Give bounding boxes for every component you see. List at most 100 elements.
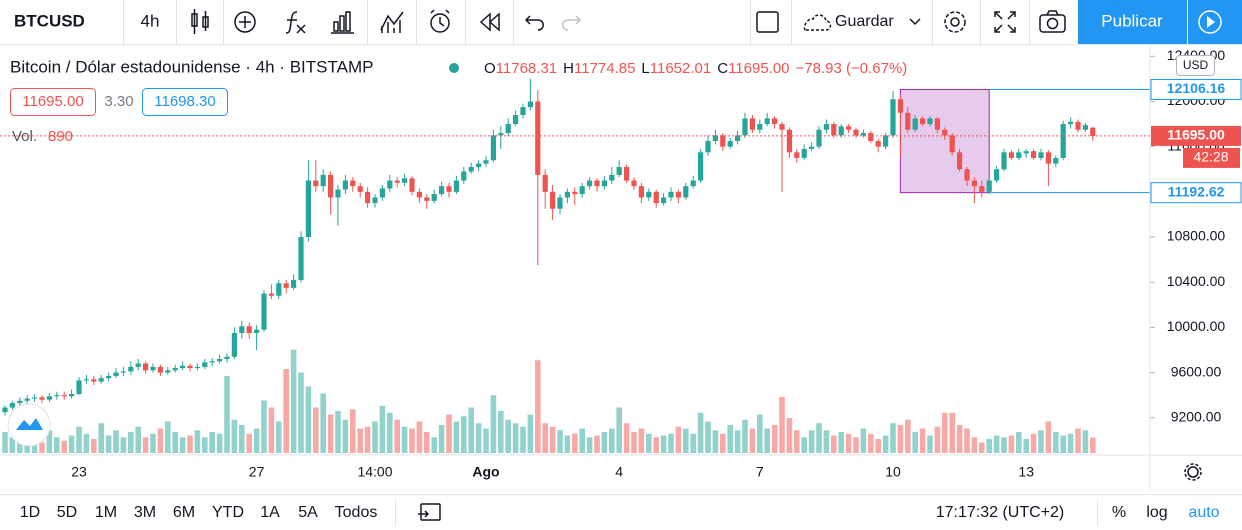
candle-body [335, 189, 341, 198]
candle-body [638, 186, 644, 198]
financials-icon[interactable] [380, 11, 404, 33]
candle-body [942, 129, 948, 136]
scale-option[interactable]: auto [1188, 504, 1219, 521]
volume-bar [1090, 437, 1096, 453]
time-range[interactable]: 3M [134, 504, 156, 521]
time-range[interactable]: 5A [298, 504, 318, 521]
replay-icon[interactable] [479, 12, 500, 32]
candle-body [106, 375, 112, 379]
save-menu-caret[interactable] [909, 18, 921, 26]
candle-body [1016, 152, 1022, 158]
candle-body [1068, 121, 1074, 125]
volume-bar [31, 439, 38, 453]
bid: 11695.00 [22, 93, 83, 110]
chart-type-icon[interactable] [191, 9, 209, 34]
go-to-date-icon[interactable] [418, 503, 441, 521]
fullscreen-icon[interactable] [994, 11, 1016, 33]
candle-body [113, 372, 119, 376]
candle-body [76, 380, 82, 395]
candle-body [342, 180, 348, 190]
volume-bar [794, 430, 800, 453]
time-axis: 23 27 14:00 Ago 4 7 10 13 [71, 464, 1034, 480]
candle-body [202, 362, 208, 367]
redo-icon[interactable] [562, 15, 582, 31]
candle-body [579, 186, 585, 195]
candle-body [897, 99, 903, 113]
candle-body [949, 135, 955, 153]
x-tick-label: 23 [71, 464, 87, 480]
candle-body [587, 180, 593, 187]
volume-bar [764, 428, 770, 453]
volume-bar [601, 432, 608, 453]
volume-bar [549, 426, 556, 453]
layout-icon[interactable] [756, 11, 779, 33]
compare-icon[interactable] [234, 11, 256, 33]
candle-body [520, 107, 526, 116]
volume-bar [927, 435, 933, 453]
volume-bar [801, 437, 807, 453]
countdown: 42:28 [1193, 149, 1228, 165]
candle-body [624, 166, 630, 181]
candle-body [224, 356, 230, 359]
snapshot-icon[interactable] [1039, 10, 1066, 33]
templates-icon[interactable] [331, 11, 354, 34]
time-range[interactable]: 6M [173, 504, 195, 521]
candle-body [920, 118, 926, 125]
last-price-label: 11695.00 [1167, 127, 1225, 143]
volume-bar [564, 435, 571, 453]
volume-bar [438, 425, 445, 453]
symbol[interactable]: BTCUSD [14, 11, 85, 30]
volume-bar [39, 442, 45, 453]
time-range[interactable]: 1D [20, 504, 40, 521]
volume-bar [971, 437, 978, 453]
save[interactable]: Guardar [835, 13, 894, 30]
time-range[interactable]: 1A [260, 504, 280, 521]
candle-body [54, 395, 60, 397]
candle-body [120, 371, 126, 373]
volume-bar [845, 433, 852, 453]
volume-bar [202, 437, 208, 453]
logo[interactable] [7, 403, 51, 447]
symbol-description: Bitcoin / Dólar estadounidense · 4h · BI… [10, 57, 373, 76]
time-range[interactable]: Todos [335, 504, 378, 521]
volume-bar [838, 432, 844, 453]
ohlc-key: C [717, 60, 728, 77]
ohlc-value: 11774.85 [574, 60, 635, 77]
undo-icon[interactable] [524, 15, 544, 31]
volume-bar [771, 425, 778, 453]
volume-bar [54, 437, 60, 453]
settings-icon[interactable] [944, 11, 966, 33]
volume-bar [490, 395, 497, 453]
volume-bar [335, 411, 341, 453]
candle-body [209, 361, 215, 363]
candle-body [424, 197, 430, 201]
scale-option[interactable]: log [1146, 504, 1167, 521]
candle-body [675, 191, 681, 198]
volume-bar [17, 440, 23, 453]
candle-body [801, 148, 807, 158]
clock: 17:17:32 (UTC+2) [936, 504, 1065, 521]
candle-body [505, 124, 511, 134]
candle-body [994, 169, 1000, 181]
candle-body [98, 378, 104, 382]
publish-button[interactable] [1078, 0, 1187, 44]
scale-option[interactable]: % [1112, 504, 1126, 521]
candle-body [1053, 157, 1059, 164]
alert-icon[interactable] [430, 9, 450, 33]
publish[interactable]: Publicar [1101, 11, 1163, 30]
candle-body [631, 180, 637, 187]
price-axis: 9200.00 9600.00 10000.00 10400.00 10800.00 11… [1150, 47, 1242, 424]
time-range[interactable]: 5D [57, 504, 77, 521]
candle-body [91, 379, 97, 382]
time-range[interactable]: 1M [95, 504, 117, 521]
volume-bar [135, 426, 141, 453]
candle-body [957, 152, 963, 170]
time-range[interactable]: YTD [212, 504, 244, 521]
candle-body [883, 135, 889, 147]
volume-bar [734, 430, 741, 453]
indicators-icon[interactable] [285, 11, 306, 34]
interval[interactable]: 4h [141, 11, 160, 30]
settings-icon[interactable] [1184, 463, 1202, 481]
drawing-bottom-label-box [1150, 182, 1242, 204]
candle-body [150, 366, 156, 371]
